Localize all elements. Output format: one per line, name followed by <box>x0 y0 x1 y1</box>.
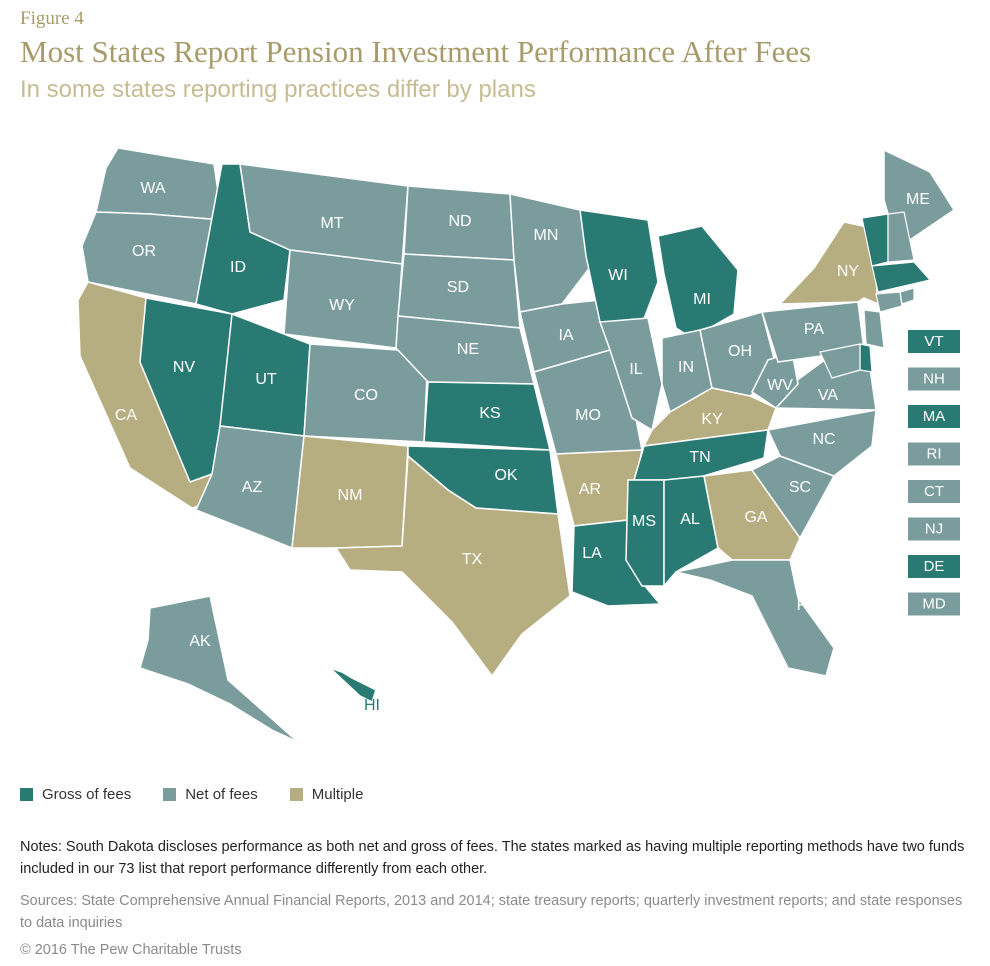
us-map: WA OR CA ID NV MT WY UT AZ CO NM ND SD NE KS OK TX MN IA MO… <box>77 147 960 743</box>
state-label-ga: GA <box>744 509 767 526</box>
callout-label-ri: RI <box>927 445 942 462</box>
map-title: Most States Report Pension Investment Pe… <box>20 34 812 69</box>
legend-label-gross: Gross of fees <box>42 786 132 803</box>
state-label-mi: MI <box>693 291 711 308</box>
state-label-nc: NC <box>812 431 835 448</box>
callout-box-md <box>908 592 960 616</box>
map-subtitle: In some states reporting practices diffe… <box>20 76 536 103</box>
state-label-ia: IA <box>558 327 573 344</box>
callout-label-nj: NJ <box>925 520 943 537</box>
state-label-ca: CA <box>115 407 138 424</box>
callout-label-nh: NH <box>923 370 945 387</box>
legend-item-multiple: Multiple <box>289 786 364 803</box>
legend-label-multiple: Multiple <box>311 786 364 803</box>
state-label-ar: AR <box>579 481 601 498</box>
state-md <box>819 343 861 379</box>
legend-item-net: Net of fees <box>163 786 258 803</box>
callout-box-ri <box>908 442 960 466</box>
legend-label-net: Net of fees <box>185 786 258 803</box>
state-nh <box>887 211 915 263</box>
state-label-co: CO <box>354 387 378 404</box>
state-label-pa: PA <box>804 321 824 338</box>
copyright: © 2016 The Pew Charitable Trusts <box>20 942 242 958</box>
state-label-al: AL <box>680 511 700 528</box>
legend: Gross of fees Net of fees Multiple <box>20 786 363 803</box>
state-ms <box>625 479 665 587</box>
state-label-me: ME <box>906 191 930 208</box>
legend-item-gross: Gross of fees <box>20 786 131 803</box>
state-de <box>859 343 873 373</box>
state-tx <box>334 454 571 678</box>
state-label-wa: WA <box>140 180 166 197</box>
callout-label-vt: VT <box>924 333 943 350</box>
callout-box-nh <box>908 367 960 391</box>
state-ak <box>139 595 299 743</box>
state-label-sd: SD <box>447 279 469 296</box>
state-label-tn: TN <box>689 449 710 466</box>
state-al <box>663 475 719 589</box>
state-label-tx: TX <box>462 551 483 568</box>
state-wv <box>751 351 799 409</box>
state-ny <box>778 221 879 306</box>
state-label-ok: OK <box>494 467 517 484</box>
state-label-ne: NE <box>457 341 479 358</box>
state-nc <box>766 409 877 477</box>
callout-box-vt <box>908 330 960 353</box>
state-label-hi: HI <box>364 697 380 714</box>
state-tn <box>632 429 769 481</box>
state-label-sc: SC <box>789 479 811 496</box>
callout-label-de: DE <box>924 558 945 575</box>
state-label-id: ID <box>230 259 246 276</box>
callout-label-ma: MA <box>923 408 946 425</box>
state-label-va: VA <box>818 387 838 404</box>
state-label-ny: NY <box>837 263 860 280</box>
state-ri <box>899 287 915 305</box>
state-mo <box>533 349 643 455</box>
state-label-fl: FL <box>797 597 816 614</box>
legend-swatch-multiple <box>289 788 303 801</box>
callout-box-ma <box>908 405 960 428</box>
callout-box-nj <box>908 517 960 541</box>
state-label-oh: OH <box>728 343 752 360</box>
state-hi <box>329 667 377 704</box>
state-ma <box>871 261 932 293</box>
state-nj <box>863 309 885 349</box>
figure-label: Figure 4 <box>20 8 84 29</box>
state-label-mo: MO <box>575 407 601 424</box>
state-label-mn: MN <box>534 227 559 244</box>
legend-swatch-gross <box>20 788 33 801</box>
sources: Sources: State Comprehensive Annual Fina… <box>20 893 963 931</box>
state-label-az: AZ <box>242 479 263 496</box>
state-label-wy: WY <box>329 297 355 314</box>
legend-swatch-net <box>163 788 177 801</box>
state-label-il: IL <box>629 361 642 378</box>
state-label-ks: KS <box>479 405 500 422</box>
callout-box-de <box>908 555 960 578</box>
state-label-wi: WI <box>608 267 628 284</box>
state-label-ak: AK <box>189 633 211 650</box>
state-mi <box>657 225 739 339</box>
state-label-ms: MS <box>632 513 656 530</box>
state-label-nm: NM <box>338 487 363 504</box>
state-label-in: IN <box>678 359 694 376</box>
state-label-wv: WV <box>767 377 793 394</box>
state-fl <box>675 559 835 677</box>
state-label-ut: UT <box>255 371 277 388</box>
callout-label-md: MD <box>922 595 945 612</box>
state-label-mt: MT <box>320 215 343 232</box>
notes: Notes: South Dakota discloses performanc… <box>20 839 965 877</box>
callout-box-ct <box>908 480 960 503</box>
state-label-nv: NV <box>173 359 196 376</box>
state-ct <box>875 291 903 313</box>
state-label-ky: KY <box>701 411 723 428</box>
state-label-or: OR <box>132 243 156 260</box>
state-label-la: LA <box>582 545 602 562</box>
state-label-nd: ND <box>448 213 471 230</box>
callout-label-ct: CT <box>924 483 944 500</box>
